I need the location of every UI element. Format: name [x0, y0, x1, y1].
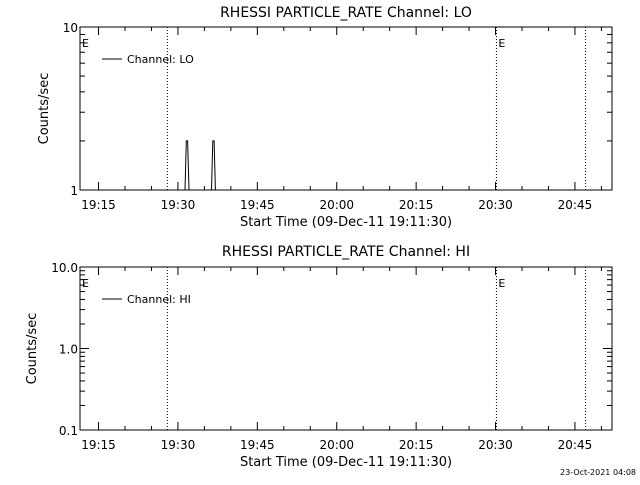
x-axis-label: Start Time (09-Dec-11 19:11:30) [240, 455, 452, 470]
legend-label: Channel: HI [127, 293, 191, 306]
event-marker-label: E [82, 37, 89, 50]
y-tick-label: 10 [63, 21, 78, 35]
y-tick-label: 1.0 [59, 343, 78, 357]
x-tick-label: 20:45 [558, 438, 593, 452]
x-tick-label: 19:30 [161, 438, 196, 452]
x-tick-label: 19:30 [161, 198, 196, 212]
x-tick-label: 19:45 [240, 198, 275, 212]
x-tick-label: 19:45 [240, 438, 275, 452]
x-tick-label: 20:30 [478, 198, 513, 212]
x-tick-label: 19:15 [81, 438, 116, 452]
chart-title: RHESSI PARTICLE_RATE Channel: HI [222, 244, 470, 260]
y-tick-label: 1 [70, 184, 78, 198]
y-axis-label: Counts/sec [37, 73, 52, 145]
x-tick-label: 19:15 [81, 198, 116, 212]
x-tick-label: 20:15 [399, 198, 434, 212]
footer-timestamp: 23-Oct-2021 04:08 [560, 468, 636, 477]
series-line [184, 140, 216, 191]
plot-frame [79, 266, 613, 431]
x-tick-label: 20:45 [558, 198, 593, 212]
event-marker-label: E [82, 277, 89, 290]
x-tick-label: 20:00 [319, 198, 354, 212]
y-tick-label: 10.0 [51, 261, 78, 275]
event-marker-label: E [498, 277, 505, 290]
plot-frame [79, 26, 613, 191]
y-tick-label: 0.1 [59, 424, 78, 438]
x-tick-label: 20:15 [399, 438, 434, 452]
event-marker-label: E [498, 37, 505, 50]
x-tick-label: 20:00 [319, 438, 354, 452]
y-axis-label: Counts/sec [25, 313, 40, 385]
x-axis-label: Start Time (09-Dec-11 19:11:30) [240, 215, 452, 230]
x-tick-label: 20:30 [478, 438, 513, 452]
legend-label: Channel: LO [127, 53, 194, 66]
chart-title: RHESSI PARTICLE_RATE Channel: LO [220, 5, 472, 21]
